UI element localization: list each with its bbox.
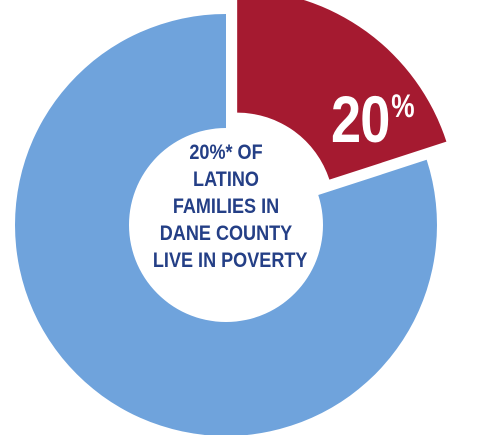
highlight-slice-percent-sign: % bbox=[391, 88, 415, 124]
highlight-slice-value: 20 bbox=[331, 82, 390, 156]
center-label-line-1: 20%* OF bbox=[189, 141, 263, 164]
center-label-line-3: FAMILIES IN bbox=[172, 195, 280, 218]
center-label: 20%* OF LATINO FAMILIES IN DANE COUNTY L… bbox=[152, 139, 308, 274]
highlight-slice bbox=[237, 0, 447, 180]
highlight-slice-label: 20% bbox=[331, 84, 415, 154]
center-label-line-2: LATINO bbox=[193, 168, 259, 191]
center-label-line-4: DANE COUNTY bbox=[159, 222, 293, 245]
center-label-line-5: LIVE IN POVERTY bbox=[152, 249, 308, 272]
main-slice bbox=[15, 14, 437, 435]
